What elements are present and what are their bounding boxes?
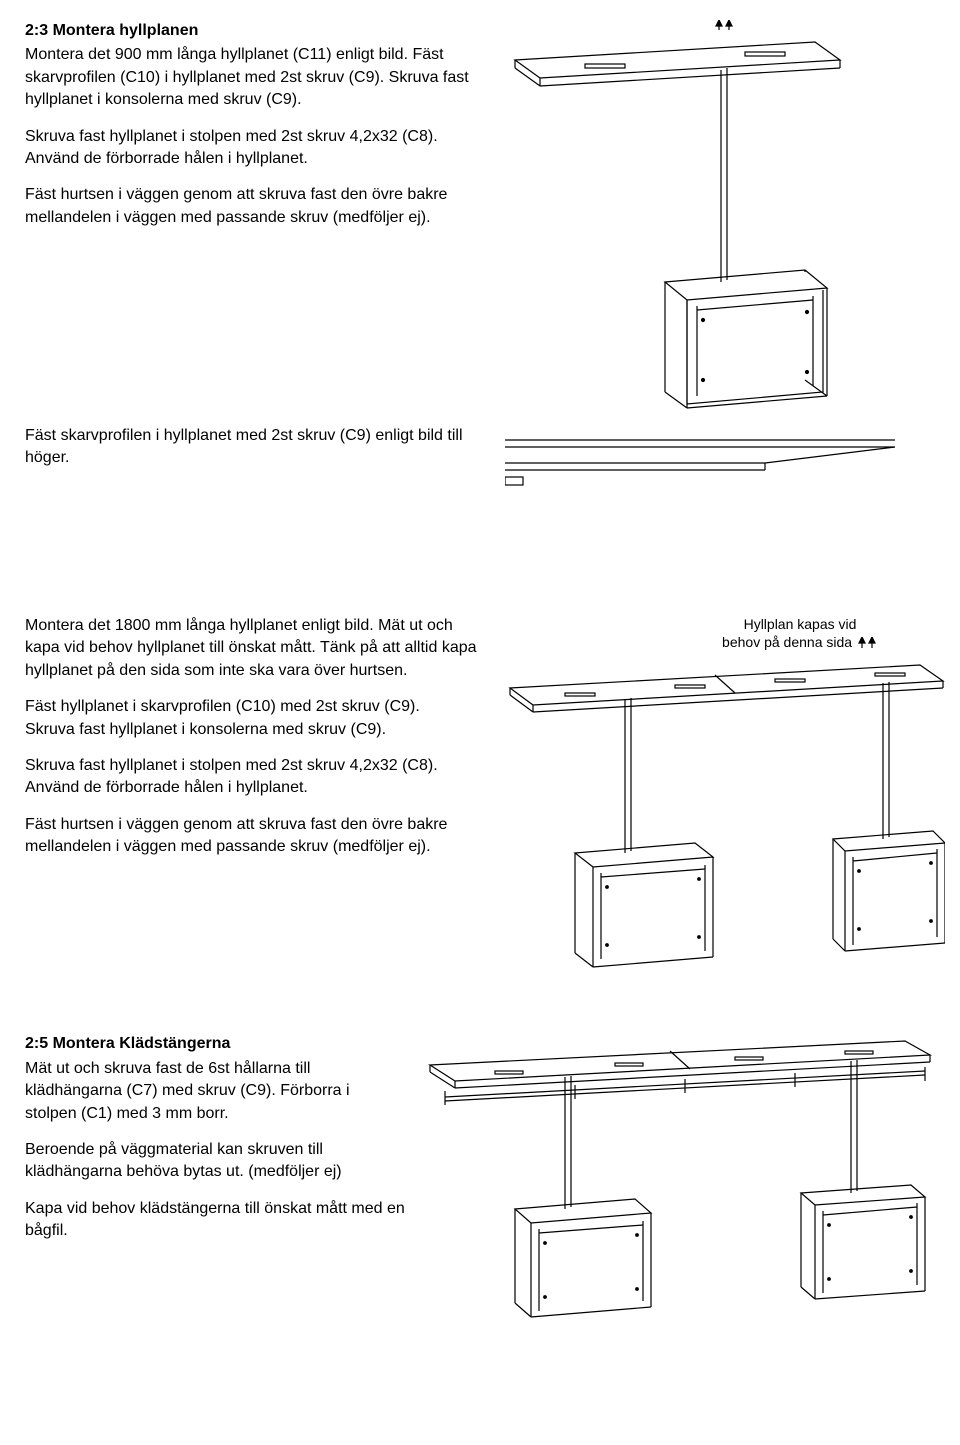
- section-2-text: Fäst skarvprofilen i hyllplanet med 2st …: [25, 425, 505, 484]
- section-4-p2: Beroende på väggmaterial kan skruven til…: [25, 1139, 405, 1184]
- section-4-p3: Kapa vid behov klädstängerna till önskat…: [25, 1198, 405, 1243]
- section-1-p1: Montera det 900 mm långa hyllplanet (C11…: [25, 44, 485, 111]
- diagram-double-unit: [505, 653, 945, 983]
- section-3-p5: Fäst hurtsen i väggen genom att skruva f…: [25, 814, 485, 859]
- section-3: Montera det 1800 mm långa hyllplanet enl…: [25, 615, 935, 983]
- section-1: 2:3 Montera hyllplanen Montera det 900 m…: [25, 20, 935, 410]
- section-3-p2: Fäst hyllplanet i skarvprofilen (C10) me…: [25, 698, 420, 715]
- section-1-text: 2:3 Montera hyllplanen Montera det 900 m…: [25, 20, 505, 243]
- caption-line-2: behov på denna sida: [722, 634, 852, 650]
- section-4-figure: [425, 1033, 935, 1333]
- section-1-p2: Skruva fast hyllplanet i stolpen med 2st…: [25, 126, 485, 171]
- section-3-text: Montera det 1800 mm långa hyllplanet enl…: [25, 615, 505, 873]
- section-1-figure: [505, 20, 935, 410]
- diagram-profile-detail: [505, 425, 895, 495]
- figure-3-caption: Hyllplan kapas vid behov på denna sida: [655, 615, 945, 651]
- section-3-figure: Hyllplan kapas vid behov på denna sida: [505, 615, 945, 983]
- section-4-title: 2:5 Montera Klädstängerna: [25, 1033, 405, 1055]
- diagram-clothes-rail: [425, 1033, 935, 1333]
- caption-line-1: Hyllplan kapas vid: [744, 616, 857, 632]
- section-2: Fäst skarvprofilen i hyllplanet med 2st …: [25, 425, 935, 495]
- arrows-icon: [856, 637, 878, 649]
- section-4-p1: Mät ut och skruva fast de 6st hållarna t…: [25, 1058, 405, 1125]
- section-3-p4: Skruva fast hyllplanet i stolpen med 2st…: [25, 755, 485, 800]
- section-3-p1: Montera det 1800 mm långa hyllplanet enl…: [25, 615, 485, 682]
- section-4-text: 2:5 Montera Klädstängerna Mät ut och skr…: [25, 1033, 425, 1256]
- section-1-title: 2:3 Montera hyllplanen: [25, 20, 485, 42]
- section-2-p1: Fäst skarvprofilen i hyllplanet med 2st …: [25, 425, 485, 470]
- diagram-single-unit: [505, 20, 845, 410]
- section-3-p2p3: Fäst hyllplanet i skarvprofilen (C10) me…: [25, 696, 485, 741]
- section-1-p3: Fäst hurtsen i väggen genom att skruva f…: [25, 184, 485, 229]
- section-4: 2:5 Montera Klädstängerna Mät ut och skr…: [25, 1033, 935, 1333]
- section-2-figure: [505, 425, 935, 495]
- section-3-p3: Skruva fast hyllplanet i konsolerna med …: [25, 721, 386, 738]
